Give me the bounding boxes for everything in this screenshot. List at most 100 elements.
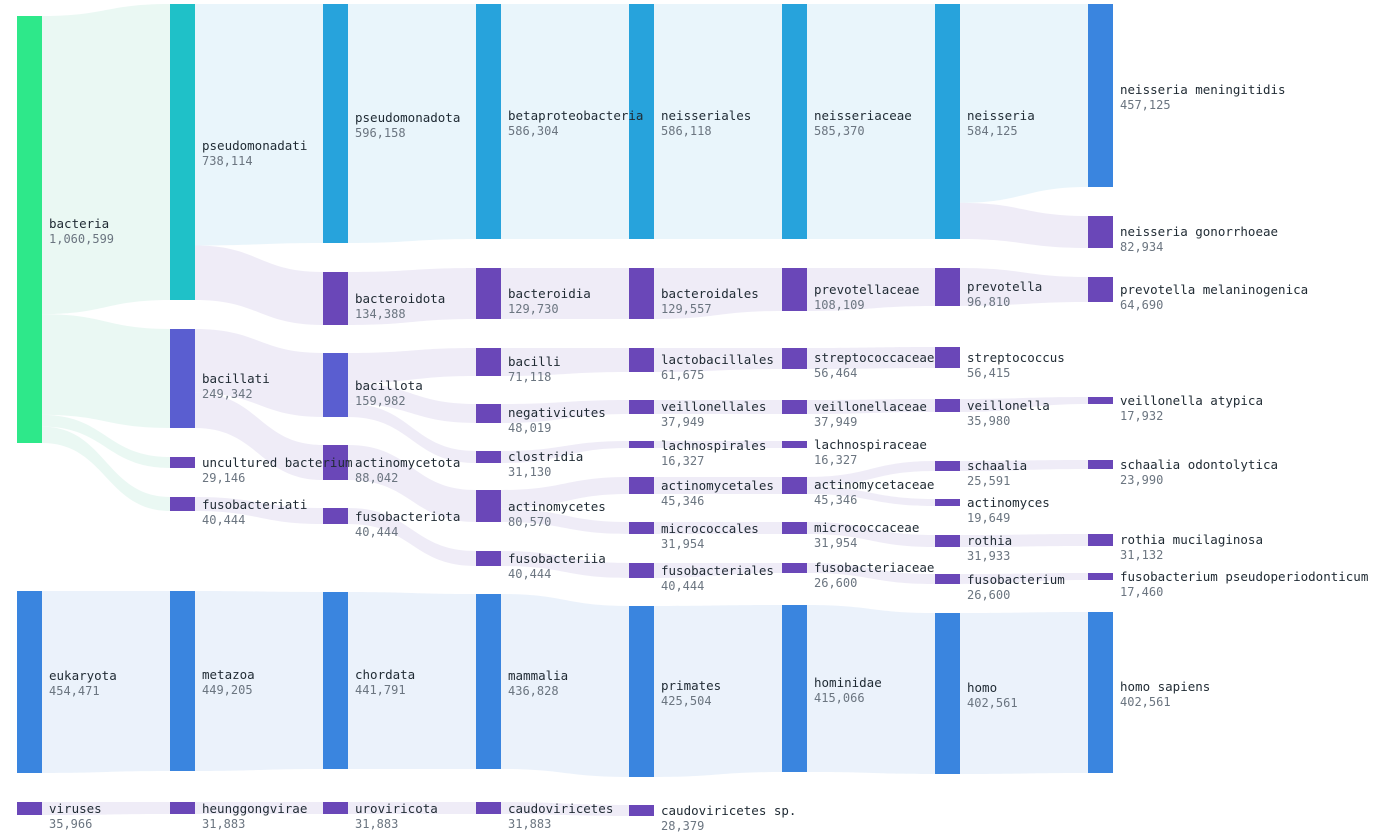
- node-p_melaninogenica[interactable]: [1088, 277, 1113, 302]
- node-pseudomonadati[interactable]: [170, 4, 195, 300]
- link-hominidae-to-homo[interactable]: [807, 605, 935, 774]
- link-bacillati-to-actinomycetota[interactable]: [195, 392, 323, 480]
- link-actinomycetes-to-micrococcales[interactable]: [501, 508, 629, 534]
- link-bacteria-to-uncultured[interactable]: [42, 414, 170, 468]
- link-heunggongvirae-to-uroviricota[interactable]: [195, 802, 323, 814]
- link-neisseria-to-n_meningitidis[interactable]: [960, 4, 1088, 203]
- node-fusobacteriota[interactable]: [323, 508, 348, 524]
- node-betaproteobacteria[interactable]: [476, 4, 501, 239]
- node-bacilli[interactable]: [476, 348, 501, 376]
- node-bacteroidales[interactable]: [629, 268, 654, 319]
- node-neisseriaceae[interactable]: [782, 4, 807, 239]
- node-n_gonorrhoeae[interactable]: [1088, 216, 1113, 248]
- node-mammalia[interactable]: [476, 594, 501, 769]
- link-bacillota-to-bacilli[interactable]: [348, 348, 476, 384]
- link-bacillota-to-clostridia[interactable]: [348, 403, 476, 463]
- node-f_pseudoperiodonticum[interactable]: [1088, 573, 1113, 580]
- link-mammalia-to-primates[interactable]: [501, 594, 629, 777]
- link-neisseriales-to-neisseriaceae[interactable]: [654, 4, 782, 239]
- link-bacteria-to-bacillati[interactable]: [42, 314, 170, 428]
- link-veillonellaceae-to-veillonella[interactable]: [807, 399, 935, 414]
- link-bacteroidales-to-prevotellaceae[interactable]: [654, 268, 782, 319]
- link-streptococcaceae-to-streptococcus[interactable]: [807, 347, 935, 369]
- link-pseudomonadati-to-pseudomonadota[interactable]: [195, 4, 323, 246]
- link-metazoa-to-chordata[interactable]: [195, 591, 323, 771]
- link-veillonella-to-v_atypica[interactable]: [960, 397, 1088, 412]
- link-actinomycetes-to-actinomycetales[interactable]: [501, 477, 629, 509]
- node-actinomycetes[interactable]: [476, 490, 501, 522]
- node-homo_sapiens[interactable]: [1088, 612, 1113, 773]
- link-homo-to-homo_sapiens[interactable]: [960, 612, 1088, 774]
- node-bacteroidia[interactable]: [476, 268, 501, 319]
- node-pseudomonadota[interactable]: [323, 4, 348, 243]
- node-chordata[interactable]: [323, 592, 348, 769]
- node-actinomycetaceae[interactable]: [782, 477, 807, 494]
- link-lachnospirales-to-lachnospiraceae[interactable]: [654, 441, 782, 448]
- node-fusobacteriales[interactable]: [629, 563, 654, 578]
- link-bacillota-to-negativicutes[interactable]: [348, 383, 476, 423]
- link-bacillati-to-bacillota[interactable]: [195, 329, 323, 417]
- node-veillonellaceae[interactable]: [782, 400, 807, 414]
- link-actinomycetaceae-to-schaalia[interactable]: [807, 461, 935, 487]
- link-fusobacterium-to-f_pseudoperiodonticum[interactable]: [960, 573, 1088, 584]
- node-actinomycetota[interactable]: [323, 445, 348, 480]
- link-neisseriaceae-to-neisseria[interactable]: [807, 4, 935, 239]
- node-viruses[interactable]: [17, 802, 42, 815]
- link-uroviricota-to-caudoviricetes[interactable]: [348, 802, 476, 814]
- node-homo[interactable]: [935, 613, 960, 774]
- node-n_meningitidis[interactable]: [1088, 4, 1113, 187]
- link-bacteroidia-to-bacteroidales[interactable]: [501, 268, 629, 319]
- link-fusobacteriales-to-fusobacteriaceae[interactable]: [654, 563, 782, 578]
- node-streptococcus[interactable]: [935, 347, 960, 368]
- node-fusobacteriaceae[interactable]: [782, 563, 807, 573]
- node-fusobacteriati[interactable]: [170, 497, 195, 511]
- link-viruses-to-heunggongvirae[interactable]: [42, 802, 170, 815]
- node-micrococcaceae[interactable]: [782, 522, 807, 534]
- node-neisseriales[interactable]: [629, 4, 654, 239]
- node-veillonella[interactable]: [935, 399, 960, 412]
- link-fusobacteriota-to-fusobacteriia[interactable]: [348, 508, 476, 566]
- link-actinomycetales-to-actinomycetaceae[interactable]: [654, 477, 782, 494]
- node-lachnospirales[interactable]: [629, 441, 654, 448]
- node-rothia[interactable]: [935, 535, 960, 547]
- link-bacteria-to-pseudomonadati[interactable]: [42, 4, 170, 315]
- node-r_mucilaginosa[interactable]: [1088, 534, 1113, 546]
- link-primates-to-hominidae[interactable]: [654, 605, 782, 777]
- node-prevotellaceae[interactable]: [782, 268, 807, 311]
- node-schaalia[interactable]: [935, 461, 960, 471]
- node-primates[interactable]: [629, 606, 654, 777]
- node-negativicutes[interactable]: [476, 404, 501, 423]
- node-fusobacteriia[interactable]: [476, 551, 501, 566]
- node-bacillati[interactable]: [170, 329, 195, 428]
- link-caudoviricetes-to-caudoviricetes_sp[interactable]: [501, 802, 629, 816]
- node-neisseria[interactable]: [935, 4, 960, 239]
- node-caudoviricetes_sp[interactable]: [629, 805, 654, 816]
- node-lactobacillales[interactable]: [629, 348, 654, 372]
- link-schaalia-to-s_odontolytica[interactable]: [960, 460, 1088, 471]
- link-fusobacteriati-to-fusobacteriota[interactable]: [195, 497, 323, 524]
- link-clostridia-to-lachnospirales[interactable]: [501, 441, 629, 463]
- node-v_atypica[interactable]: [1088, 397, 1113, 404]
- link-veillonellales-to-veillonellaceae[interactable]: [654, 400, 782, 414]
- node-caudoviricetes[interactable]: [476, 802, 501, 814]
- node-heunggongvirae[interactable]: [170, 802, 195, 814]
- link-bacteria-to-fusobacteriati[interactable]: [42, 426, 170, 511]
- node-s_odontolytica[interactable]: [1088, 460, 1113, 469]
- node-streptococcaceae[interactable]: [782, 348, 807, 369]
- node-bacillota[interactable]: [323, 353, 348, 417]
- link-prevotella-to-p_melaninogenica[interactable]: [960, 268, 1088, 306]
- node-uroviricota[interactable]: [323, 802, 348, 814]
- link-bacteroidota-to-bacteroidia[interactable]: [348, 268, 476, 325]
- node-micrococcales[interactable]: [629, 522, 654, 534]
- node-actinomyces[interactable]: [935, 499, 960, 506]
- link-micrococcaceae-to-rothia[interactable]: [807, 522, 935, 547]
- node-prevotella[interactable]: [935, 268, 960, 306]
- link-betaproteobacteria-to-neisseriales[interactable]: [501, 4, 629, 239]
- link-prevotellaceae-to-prevotella[interactable]: [807, 268, 935, 311]
- link-chordata-to-mammalia[interactable]: [348, 592, 476, 769]
- link-fusobacteriia-to-fusobacteriales[interactable]: [501, 551, 629, 578]
- link-actinomycetaceae-to-actinomyces[interactable]: [807, 486, 935, 506]
- node-actinomycetales[interactable]: [629, 477, 654, 494]
- node-hominidae[interactable]: [782, 605, 807, 772]
- node-fusobacterium[interactable]: [935, 574, 960, 584]
